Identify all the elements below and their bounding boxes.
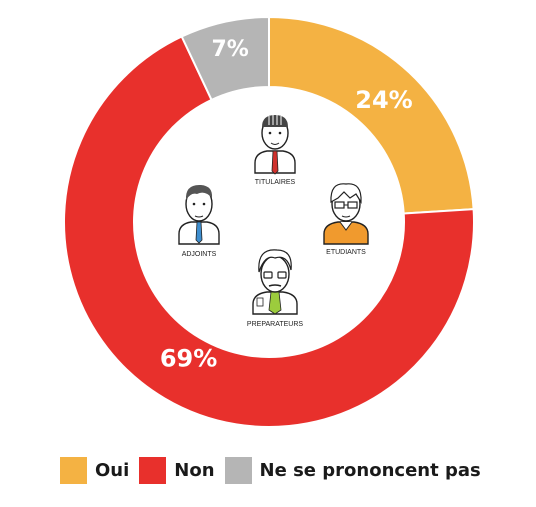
slice-2 [180,15,270,102]
donut-chart: 24%69%7% TITULAIRES ETUD [63,15,475,428]
legend-label-nsp: Ne se prononcent pas [259,459,481,481]
figure-label-adjoints: ADJOINTS [182,251,217,258]
student-icon [323,183,369,245]
legend: Oui Non Ne se prononcent pas [60,452,491,488]
figure-label-etudiants: ETUDIANTS [326,249,366,256]
legend-item-non: Non [139,456,215,484]
professor-icon [254,115,296,175]
data-label-2: 7% [211,37,248,62]
figure-label-preparateurs: PREPARATEURS [247,321,303,328]
data-labels: 24% 69% 7% [160,37,413,372]
legend-swatch-nsp [224,456,252,484]
slice-1 [63,35,475,428]
donut-slices [63,15,475,428]
slice-0 [268,15,475,215]
legend-swatch-oui [60,456,87,484]
legend-item-oui: Oui [60,456,130,484]
data-label-1: 69% [160,344,217,372]
data-label-0: 24% [355,86,412,114]
legend-item-nsp: Ne se prononcent pas [224,456,481,484]
legend-label-oui: Oui [95,459,130,481]
preparator-icon [252,249,298,315]
legend-label-non: Non [174,459,215,481]
legend-swatch-non [139,456,167,484]
center-figures: TITULAIRES ETUDIANTS ADJOINTS [178,115,369,328]
figure-label-titulaires: TITULAIRES [255,179,296,186]
assistant-icon [178,184,220,245]
